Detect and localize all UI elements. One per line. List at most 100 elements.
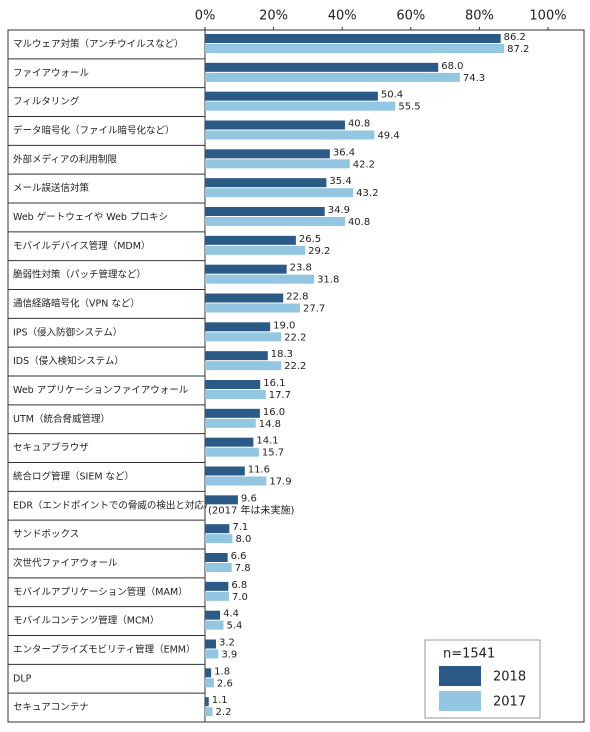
bar [205, 34, 501, 43]
value-label: 8.0 [235, 534, 251, 545]
value-label: 26.5 [299, 234, 321, 245]
value-label: 17.7 [269, 390, 291, 401]
value-label: 22.8 [286, 292, 308, 303]
category-label: 通信経路暗号化（VPN など） [13, 297, 140, 309]
bar [205, 524, 230, 534]
bar [205, 120, 345, 130]
bar [205, 581, 229, 591]
category-label: IPS（侵入防御システム） [13, 326, 122, 338]
category-label: DLP [13, 673, 32, 684]
legend-note: n=1541 [443, 647, 495, 662]
x-tick-label: 80% [465, 9, 494, 24]
category-label: Web ゲートウェイや Web プロキシ [13, 211, 168, 223]
value-label: 1.8 [214, 666, 230, 677]
category-label: データ暗号化（ファイル暗号化など） [13, 124, 175, 136]
value-label: 9.6 [241, 493, 257, 504]
category-label: Web アプリケーションファイアウォール [13, 385, 189, 396]
bar [205, 553, 228, 562]
category-label: UTM（統合脅威管理） [13, 413, 110, 425]
value-label: 14.8 [259, 419, 281, 430]
bar [205, 130, 375, 140]
category-label: 次世代ファイアウォール [13, 557, 118, 569]
value-label: 17.9 [269, 477, 291, 488]
value-label: 16.0 [263, 407, 285, 418]
value-label: 74.3 [463, 73, 485, 84]
value-label: 15.7 [262, 448, 284, 459]
bar [205, 188, 354, 198]
bar [205, 91, 378, 101]
value-label: 7.1 [232, 522, 248, 533]
bar [205, 351, 268, 361]
value-label: 22.2 [284, 361, 306, 372]
value-label: 40.8 [348, 119, 370, 130]
value-label: 19.0 [273, 320, 295, 331]
category-label: モバイルアプリケーション管理（MAM） [13, 586, 188, 598]
bar [205, 466, 245, 476]
bar [205, 437, 254, 447]
x-tick-label: 100% [529, 9, 566, 24]
bar [205, 408, 260, 418]
category-label: モバイルデバイス管理（MDM） [13, 240, 150, 252]
value-label: 2.6 [217, 678, 233, 689]
bar [205, 303, 301, 313]
bar [205, 72, 460, 82]
value-label: 87.2 [507, 44, 529, 55]
bar [205, 591, 230, 601]
value-label: 55.5 [398, 102, 420, 113]
bar [205, 418, 256, 428]
bar [205, 274, 315, 284]
category-label: モバイルコンテンツ管理（MCM） [13, 615, 159, 627]
bar [205, 534, 233, 544]
bar [205, 293, 284, 303]
x-tick-label: 40% [328, 9, 357, 24]
value-label: 35.4 [329, 176, 351, 187]
legend-swatch [439, 691, 481, 711]
bar [205, 390, 266, 399]
value-label: 4.4 [223, 609, 239, 620]
bar [205, 649, 219, 659]
bar [205, 361, 282, 371]
category-label: ファイアウォール [13, 68, 90, 79]
value-label: 43.2 [356, 188, 378, 199]
bar [205, 44, 505, 53]
category-label: IDS（侵入検知システム） [13, 355, 124, 367]
category-label: 統合ログ管理（SIEM など） [13, 470, 134, 482]
bar [205, 62, 439, 72]
bar [205, 476, 267, 486]
value-label: 6.6 [231, 551, 247, 562]
value-label: 18.3 [271, 349, 293, 360]
x-tick-label: 20% [259, 9, 288, 24]
annotation: (2017 年は未実施) [208, 503, 295, 516]
bar [205, 495, 238, 505]
value-label: 86.2 [504, 32, 526, 43]
bar [205, 610, 221, 620]
value-label: 7.8 [235, 563, 251, 574]
category-label: EDR（エンドポイントでの脅威の検出と対応） [13, 499, 213, 511]
x-tick-label: 60% [396, 9, 425, 24]
bar [205, 697, 209, 707]
category-label: 外部メディアの利用制限 [13, 153, 117, 165]
bar [205, 264, 287, 274]
category-label: メール誤送信対策 [13, 182, 90, 194]
category-label: セキュアコンテナ [13, 702, 89, 713]
bar [205, 380, 261, 389]
category-label: マルウェア対策（アンチウイルスなど） [13, 38, 184, 50]
bar [205, 678, 214, 688]
bar [205, 101, 396, 111]
value-label: 5.4 [227, 621, 243, 632]
bar [205, 207, 325, 216]
value-label: 49.4 [377, 131, 399, 142]
value-label: 27.7 [303, 304, 325, 315]
value-label: 23.8 [290, 263, 312, 274]
value-label: 68.0 [441, 61, 463, 72]
bar [205, 447, 259, 457]
bar [205, 639, 216, 649]
value-label: 31.8 [317, 275, 339, 286]
value-label: 11.6 [248, 465, 270, 476]
bar [205, 332, 282, 342]
value-label: 6.8 [231, 580, 247, 591]
bar [205, 178, 327, 188]
value-label: 3.2 [219, 638, 235, 649]
value-label: 16.1 [263, 378, 285, 389]
